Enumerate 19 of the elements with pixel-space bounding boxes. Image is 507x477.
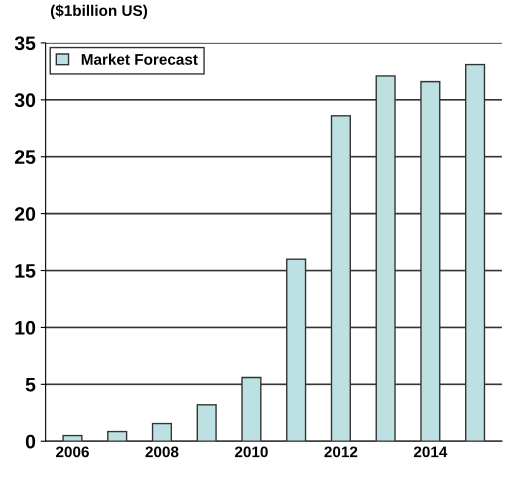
bar [62, 434, 83, 442]
bar [196, 404, 217, 442]
y-tick-label: 0 [26, 434, 36, 448]
x-tick-label: 2010 [234, 446, 268, 458]
y-tick-label: 5 [26, 378, 36, 392]
bar [152, 422, 172, 442]
y-tick-label: 15 [16, 264, 36, 278]
y-tick-label: 10 [16, 320, 36, 335]
x-tick-label: 2014 [414, 446, 448, 458]
x-tick-label: 2006 [56, 446, 89, 458]
y-tick-label: 35 [14, 36, 36, 50]
y-tick-label: 30 [14, 93, 36, 108]
bar [107, 430, 128, 442]
y-tick-label: 25 [14, 150, 36, 164]
x-tick-label: 2012 [324, 446, 358, 458]
legend-label: Market Forecast [82, 54, 198, 65]
y-tick-label: 20 [14, 207, 36, 221]
y-axis-title: ($1billion US) [50, 4, 148, 20]
x-tick-label: 2008 [145, 446, 178, 458]
